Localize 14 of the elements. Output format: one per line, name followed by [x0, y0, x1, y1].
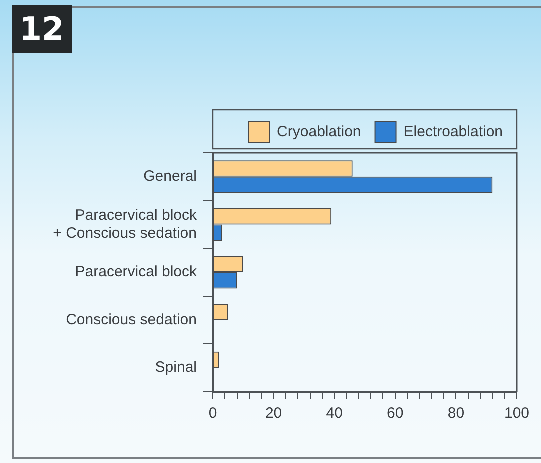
x-tick-label: 0	[208, 405, 218, 422]
x-tick-label: 80	[448, 405, 465, 422]
legend-label: Cryoablation	[277, 124, 362, 141]
y-tick-label: Paracervical block	[75, 264, 198, 281]
y-tick-label: Spinal	[155, 359, 197, 376]
y-tick-label: Conscious sedation	[66, 311, 197, 328]
x-tick-label: 100	[504, 405, 530, 422]
y-tick-label: General	[144, 168, 197, 186]
legend-label: Electroablation	[404, 124, 504, 141]
chart-title: 12	[12, 5, 72, 53]
y-tick-label: Paracervical block + Conscious sedation	[53, 206, 198, 242]
x-tick-label: 60	[387, 405, 404, 422]
x-tick-label: 20	[265, 405, 282, 422]
x-tick-label: 40	[326, 405, 343, 422]
